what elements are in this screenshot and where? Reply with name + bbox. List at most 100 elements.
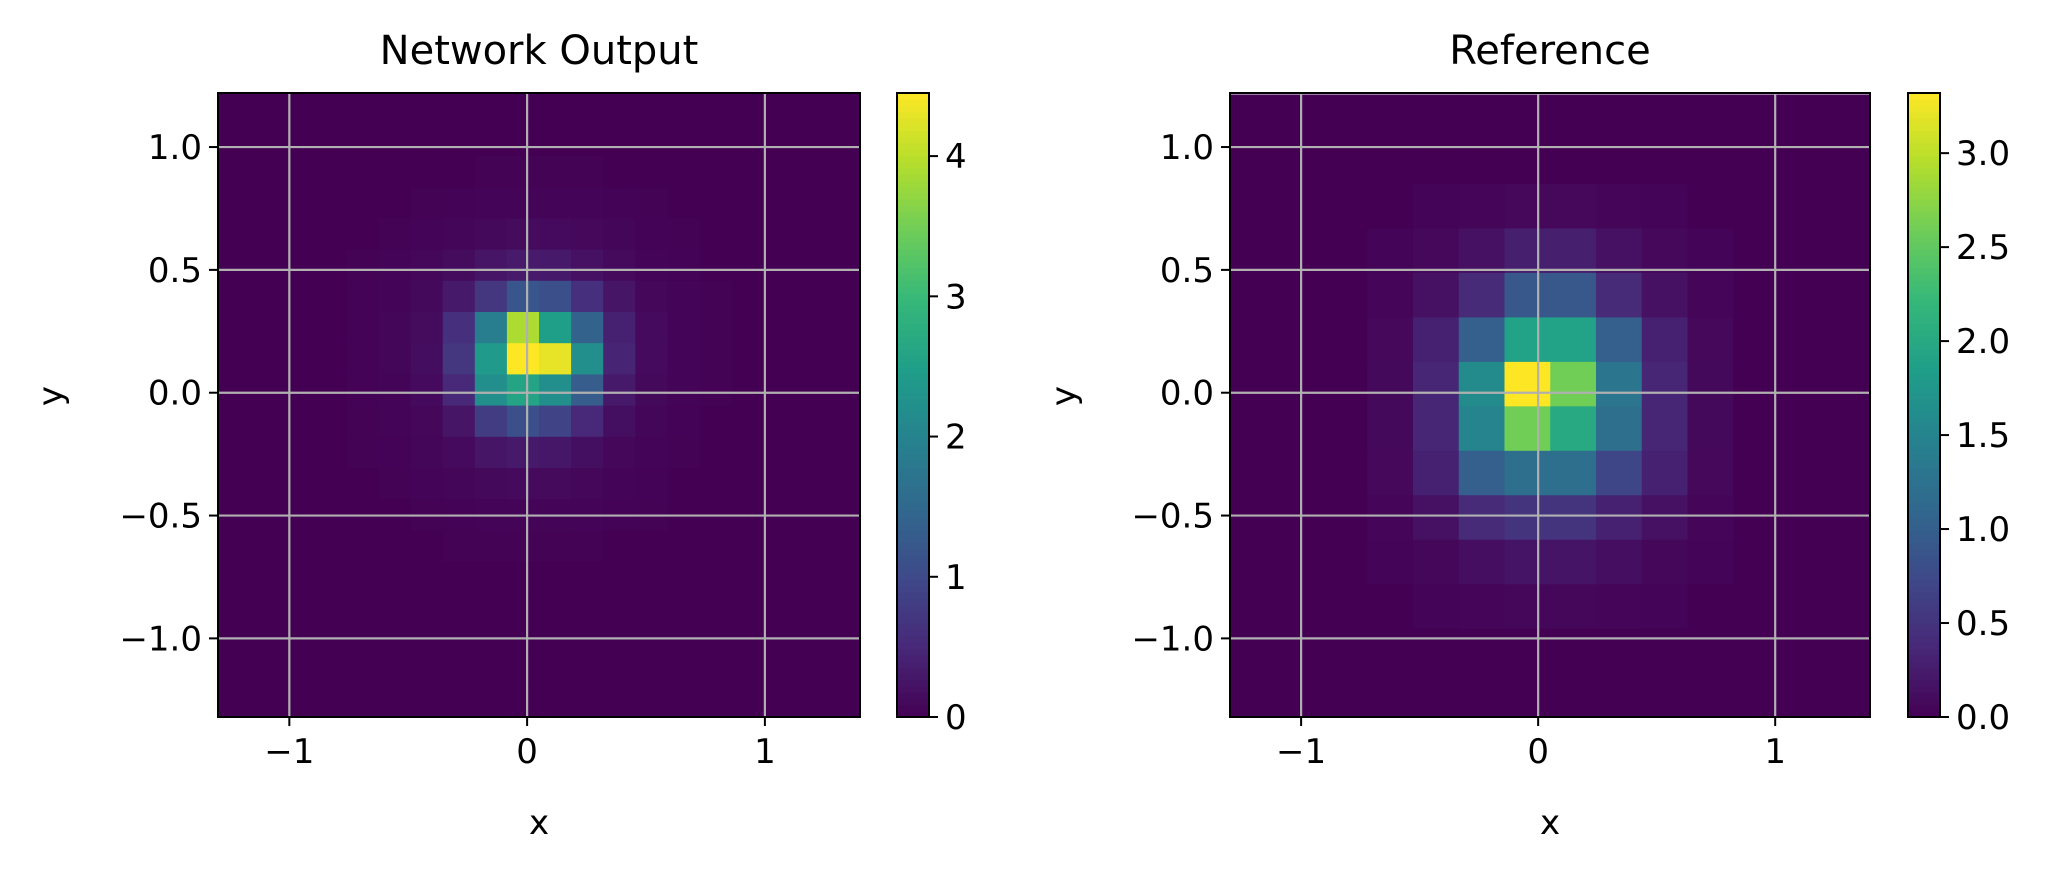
heatmap-cell xyxy=(699,155,733,188)
heatmap-cell xyxy=(346,311,380,344)
heatmap-cell xyxy=(346,592,380,624)
colorbar-segment xyxy=(1908,698,1940,706)
y-tick-label: −0.5 xyxy=(1131,497,1214,537)
heatmap-cell xyxy=(1824,272,1871,318)
x-tick-label: 1 xyxy=(1764,732,1786,772)
heatmap-cell xyxy=(474,249,508,281)
heatmap-cell xyxy=(699,217,733,250)
colorbar-segment xyxy=(1908,242,1940,250)
colorbar-segment xyxy=(897,323,929,331)
heatmap-cell xyxy=(1687,672,1734,718)
heatmap-cell xyxy=(218,561,251,593)
heatmap-cell xyxy=(314,654,347,687)
heatmap-cell xyxy=(827,155,861,188)
colorbar: 0.0 0.5 1.0 1.5 2.0 2.5 3.0 xyxy=(1907,92,2010,738)
x-tick-label: −1 xyxy=(264,732,314,772)
heatmap-cell xyxy=(763,436,797,468)
heatmap-cell xyxy=(1733,316,1780,362)
heatmap-cell xyxy=(1687,94,1734,140)
heatmap-cell xyxy=(1595,227,1643,273)
heatmap-cell xyxy=(1687,628,1734,674)
colorbar-segment xyxy=(897,629,929,637)
heatmap-cell xyxy=(1733,405,1780,451)
colorbar-segment xyxy=(1908,642,1940,649)
colorbar-segment xyxy=(1908,255,1940,263)
heatmap-cell xyxy=(731,186,765,219)
heatmap-cell xyxy=(218,373,251,406)
heatmap-cell xyxy=(699,93,733,125)
heatmap-cells xyxy=(1230,94,1871,718)
heatmap-cell xyxy=(218,467,251,500)
heatmap-cell xyxy=(410,654,444,687)
colorbar-segment xyxy=(1908,261,1940,269)
colorbar-segment xyxy=(1908,149,1940,156)
heatmap-cell xyxy=(763,561,797,593)
colorbar-segment xyxy=(897,492,929,500)
heatmap-cell xyxy=(1778,94,1826,140)
heatmap-cell xyxy=(1824,494,1871,540)
heatmap-cell xyxy=(1367,94,1414,140)
colorbar-segment xyxy=(1908,167,1940,175)
heatmap-cell xyxy=(1458,138,1506,185)
colorbar-segment xyxy=(897,429,929,437)
colorbar-segment xyxy=(897,529,929,537)
heatmap-cell xyxy=(795,217,829,250)
heatmap-cell xyxy=(1275,316,1323,362)
heatmap-cell xyxy=(699,311,733,344)
heatmap-cell xyxy=(1824,628,1871,674)
heatmap-cell xyxy=(1458,494,1506,540)
colorbar-tick-label: 1.0 xyxy=(1956,510,2010,550)
colorbar-segment xyxy=(1908,192,1940,200)
heatmap-cell xyxy=(1412,361,1460,407)
heatmap-cell xyxy=(378,124,412,156)
heatmap-cell xyxy=(282,529,315,562)
heatmap-cell xyxy=(1595,138,1643,185)
heatmap-cell xyxy=(795,124,829,156)
colorbar-segment xyxy=(897,467,929,475)
colorbar-segment xyxy=(1908,205,1940,213)
heatmap-cell xyxy=(506,342,540,375)
heatmap-cell xyxy=(1778,494,1826,540)
heatmap-cell xyxy=(250,124,283,156)
heatmap-cell xyxy=(635,93,668,125)
heatmap-cells xyxy=(218,93,861,718)
heatmap-cell xyxy=(1275,361,1323,407)
heatmap-cell xyxy=(1367,672,1414,718)
colorbar-segment xyxy=(897,667,929,674)
y-tick-label: 0.5 xyxy=(1160,251,1214,291)
colorbar-segment xyxy=(1908,311,1940,319)
heatmap-cell xyxy=(1230,494,1277,540)
colorbar-segment xyxy=(1908,273,1940,281)
heatmap-cell xyxy=(314,93,347,125)
heatmap-cell xyxy=(539,280,572,312)
heatmap-cell xyxy=(1367,227,1414,273)
heatmap-cell xyxy=(1230,183,1277,229)
heatmap-cell xyxy=(539,342,572,375)
heatmap-cell xyxy=(667,249,701,281)
colorbar-segment xyxy=(1908,542,1940,550)
heatmap-cell xyxy=(378,342,412,375)
heatmap-cell xyxy=(603,373,636,406)
heatmap-cell xyxy=(635,373,668,406)
heatmap-cell xyxy=(827,217,861,250)
heatmap-cell xyxy=(539,592,572,624)
heatmap-cell xyxy=(827,311,861,344)
heatmap-cell xyxy=(1778,316,1826,362)
heatmap-cell xyxy=(539,685,572,718)
colorbar-segment xyxy=(1908,479,1940,487)
heatmap-cell xyxy=(1641,494,1689,540)
heatmap-cell xyxy=(1412,539,1460,585)
heatmap-cell xyxy=(218,93,251,125)
heatmap-cell xyxy=(1458,361,1506,407)
heatmap-cell xyxy=(1275,138,1323,185)
heatmap-cell xyxy=(763,249,797,281)
heatmap-cell xyxy=(442,436,476,468)
heatmap-cell xyxy=(603,561,636,593)
colorbar-segment xyxy=(1908,536,1940,543)
heatmap-cell xyxy=(571,373,604,406)
colorbar-segment xyxy=(897,660,929,668)
heatmap-cell xyxy=(1412,628,1460,674)
heatmap-cell xyxy=(474,155,508,188)
heatmap-cell xyxy=(1275,494,1323,540)
colorbar-segment xyxy=(897,93,929,100)
